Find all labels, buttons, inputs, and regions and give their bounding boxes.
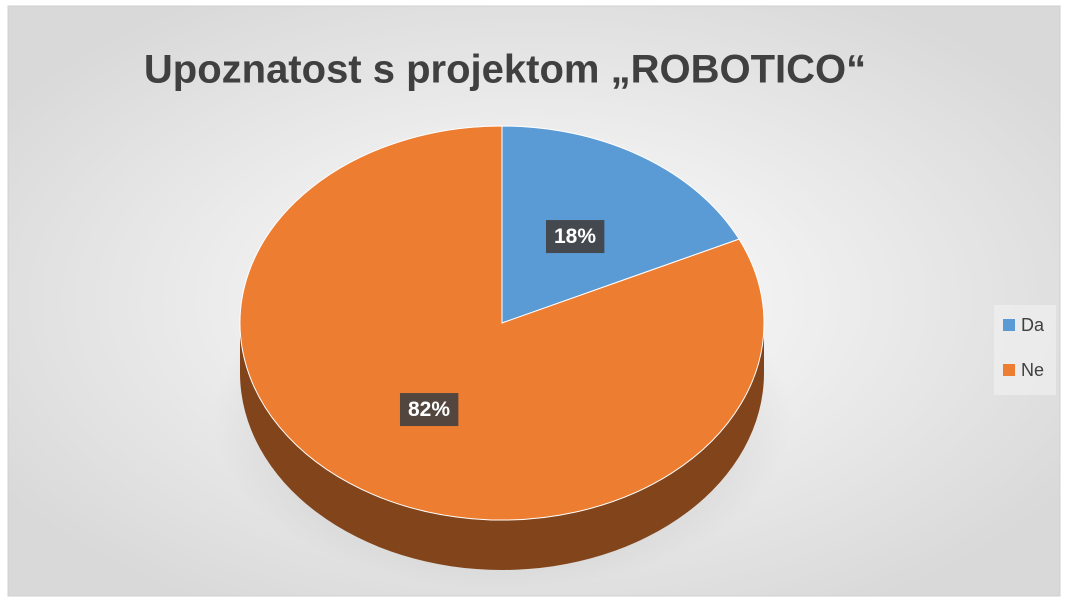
legend-swatch bbox=[1003, 364, 1015, 376]
slice bbox=[239, 125, 765, 521]
legend-label: Da bbox=[1021, 315, 1045, 335]
chart-title: Upoznatost s projektom „ROBOTICO“ bbox=[144, 48, 866, 92]
data-label: 82% bbox=[408, 398, 450, 421]
data-label: 18% bbox=[554, 225, 596, 248]
slice-side bbox=[240, 323, 764, 570]
data-label-box bbox=[545, 220, 605, 254]
legend-label: Ne bbox=[1021, 360, 1044, 380]
data-label-box bbox=[399, 393, 459, 427]
slice bbox=[501, 125, 740, 324]
legend-swatch bbox=[1003, 319, 1015, 331]
